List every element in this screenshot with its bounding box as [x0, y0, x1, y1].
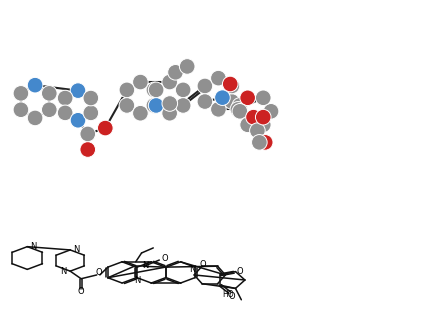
Circle shape [240, 117, 255, 132]
Circle shape [27, 77, 43, 93]
Circle shape [223, 76, 238, 92]
Circle shape [257, 134, 273, 150]
Circle shape [13, 85, 29, 101]
Circle shape [133, 106, 148, 121]
Circle shape [197, 78, 213, 94]
Circle shape [80, 126, 96, 142]
Circle shape [119, 82, 135, 98]
Text: N: N [190, 265, 196, 274]
Circle shape [179, 59, 195, 74]
Circle shape [70, 112, 86, 128]
Circle shape [224, 78, 240, 94]
Circle shape [232, 103, 248, 119]
Circle shape [263, 103, 279, 119]
Circle shape [175, 82, 191, 98]
Circle shape [214, 90, 230, 106]
Text: N: N [142, 260, 149, 269]
Text: alamy - E1G5W0: alamy - E1G5W0 [174, 308, 255, 319]
Circle shape [80, 142, 96, 157]
Circle shape [211, 70, 226, 86]
Circle shape [97, 120, 113, 136]
Text: N: N [30, 242, 36, 251]
Circle shape [148, 82, 164, 98]
Circle shape [224, 94, 240, 109]
Circle shape [148, 98, 164, 113]
Circle shape [255, 109, 271, 125]
Circle shape [119, 98, 135, 113]
Text: N: N [134, 276, 140, 285]
Text: N: N [73, 245, 79, 254]
Circle shape [162, 96, 178, 111]
Circle shape [70, 83, 86, 99]
Circle shape [211, 101, 226, 117]
Circle shape [197, 94, 213, 109]
Circle shape [57, 105, 73, 121]
Circle shape [255, 90, 271, 106]
Circle shape [27, 110, 43, 126]
Circle shape [230, 101, 246, 117]
Circle shape [250, 123, 265, 139]
Circle shape [146, 82, 162, 98]
Text: O: O [236, 267, 243, 276]
Circle shape [168, 65, 183, 80]
Circle shape [232, 98, 248, 113]
Text: O: O [200, 260, 206, 269]
Text: N: N [60, 267, 66, 276]
Text: O: O [95, 268, 102, 277]
Circle shape [133, 74, 148, 90]
Circle shape [240, 90, 255, 106]
Circle shape [146, 98, 162, 113]
Circle shape [175, 98, 191, 113]
Circle shape [83, 90, 99, 106]
Text: HO: HO [222, 290, 233, 299]
Circle shape [13, 102, 29, 117]
Circle shape [42, 102, 57, 117]
Text: O: O [162, 254, 169, 263]
Circle shape [162, 74, 178, 90]
Circle shape [83, 105, 99, 121]
Circle shape [57, 90, 73, 106]
Circle shape [251, 134, 267, 150]
Text: O: O [78, 287, 85, 296]
Circle shape [246, 109, 261, 125]
Circle shape [255, 117, 271, 132]
Circle shape [162, 106, 178, 121]
Circle shape [42, 85, 57, 101]
Text: O: O [229, 292, 235, 301]
